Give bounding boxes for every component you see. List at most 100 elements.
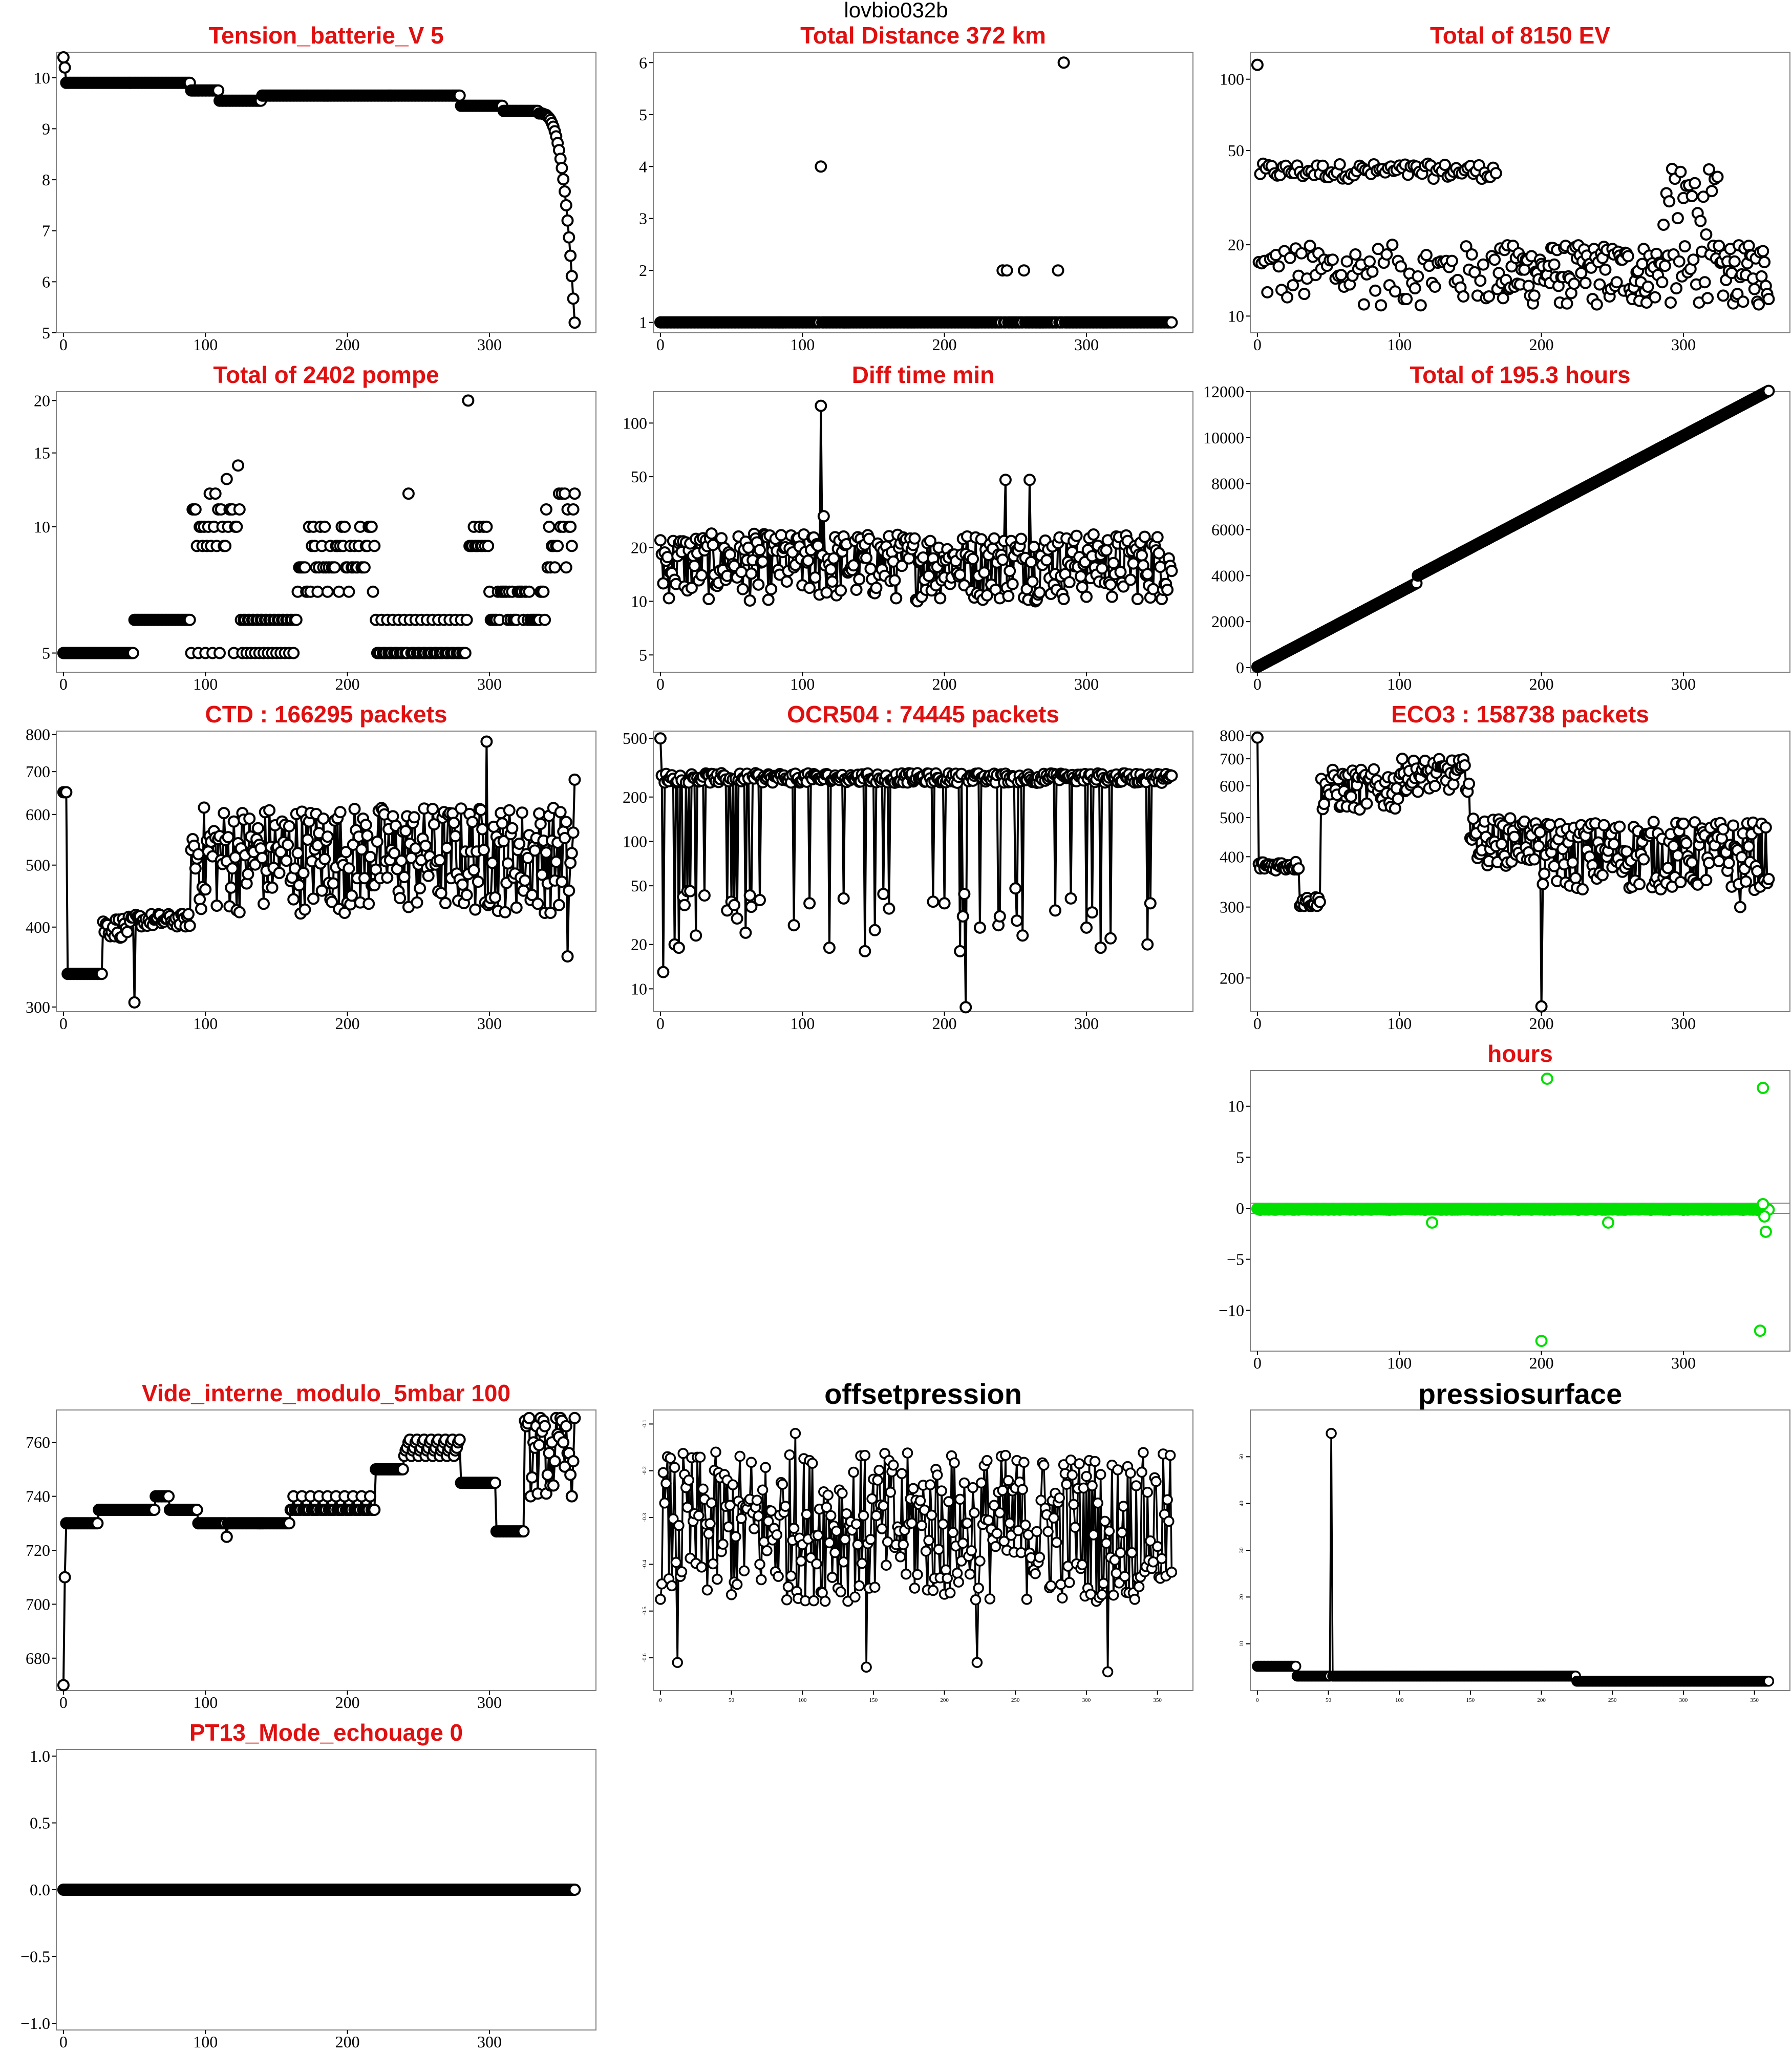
data-point bbox=[1397, 754, 1407, 764]
y-tick-label: 4000 bbox=[1211, 566, 1244, 585]
data-point bbox=[903, 1448, 912, 1458]
data-point bbox=[979, 567, 989, 578]
x-tick-label: 0 bbox=[59, 335, 68, 354]
data-point bbox=[1151, 1477, 1161, 1486]
data-point bbox=[1142, 569, 1153, 579]
data-point bbox=[281, 856, 291, 866]
data-point bbox=[745, 595, 755, 606]
data-point bbox=[365, 1491, 375, 1502]
data-point bbox=[259, 899, 269, 909]
data-point bbox=[1381, 249, 1392, 260]
data-point bbox=[541, 847, 551, 858]
data-point bbox=[1125, 575, 1136, 585]
data-point bbox=[558, 174, 568, 184]
data-point bbox=[568, 1456, 579, 1466]
data-point bbox=[882, 1561, 891, 1570]
data-point bbox=[736, 567, 746, 577]
data-point bbox=[989, 533, 999, 544]
data-point bbox=[975, 1556, 985, 1566]
x-tick-label: 100 bbox=[798, 1697, 807, 1703]
data-point bbox=[974, 1584, 983, 1593]
data-point bbox=[1096, 943, 1106, 953]
data-point bbox=[809, 1596, 818, 1606]
data-point bbox=[776, 530, 786, 540]
data-point bbox=[1107, 592, 1117, 602]
chart-title: Total Distance 372 km bbox=[800, 22, 1046, 49]
data-point bbox=[959, 1479, 969, 1488]
data-point bbox=[658, 579, 668, 589]
y-tick-label: −5 bbox=[1227, 1250, 1244, 1269]
data-point bbox=[698, 1484, 708, 1493]
data-point bbox=[563, 951, 573, 961]
data-point bbox=[567, 848, 577, 858]
data-point bbox=[872, 1511, 881, 1520]
data-point bbox=[816, 161, 826, 172]
data-point bbox=[778, 1480, 787, 1489]
data-point bbox=[703, 594, 714, 604]
chart-title: hours bbox=[1487, 1040, 1553, 1067]
data-point bbox=[1533, 841, 1544, 851]
data-point bbox=[536, 819, 546, 829]
y-tick-label: 7 bbox=[42, 222, 50, 240]
y-tick-label: 700 bbox=[1220, 750, 1244, 768]
data-point bbox=[1285, 253, 1295, 263]
data-point bbox=[319, 854, 330, 864]
data-point bbox=[1755, 1326, 1765, 1336]
data-point bbox=[967, 1546, 976, 1555]
x-tick-label: 200 bbox=[335, 1014, 360, 1033]
data-point bbox=[1448, 779, 1459, 789]
data-point bbox=[958, 911, 968, 922]
data-point bbox=[853, 1540, 862, 1549]
data-point bbox=[918, 552, 928, 563]
data-point bbox=[560, 186, 570, 197]
data-point bbox=[1549, 260, 1560, 270]
y-tick-label: 9 bbox=[42, 119, 50, 138]
data-point bbox=[233, 460, 243, 471]
y-tick-label: 720 bbox=[26, 1541, 50, 1559]
x-tick-label: 200 bbox=[335, 675, 360, 693]
data-point bbox=[1649, 817, 1659, 827]
data-point bbox=[1059, 594, 1069, 604]
data-point bbox=[907, 1519, 916, 1528]
y-tick-label: 10 bbox=[1239, 1641, 1245, 1647]
data-point bbox=[890, 575, 900, 586]
data-point bbox=[561, 200, 571, 210]
data-point bbox=[396, 856, 407, 866]
data-point bbox=[735, 1451, 744, 1461]
data-point bbox=[958, 1538, 968, 1548]
data-point bbox=[229, 817, 239, 827]
data-point bbox=[1155, 562, 1165, 572]
data-point bbox=[220, 541, 230, 551]
data-point bbox=[1491, 168, 1501, 178]
data-point bbox=[1096, 1470, 1105, 1479]
data-point bbox=[937, 1486, 946, 1495]
data-point bbox=[367, 522, 377, 532]
data-point bbox=[335, 807, 346, 817]
data-point bbox=[1078, 1560, 1087, 1569]
data-point bbox=[791, 1429, 800, 1438]
y-tick-label: 6000 bbox=[1211, 521, 1244, 539]
data-point bbox=[455, 1435, 465, 1445]
data-point bbox=[130, 997, 140, 1008]
data-point bbox=[828, 1573, 837, 1582]
data-point bbox=[991, 1542, 1000, 1551]
data-point bbox=[724, 1522, 733, 1531]
data-point bbox=[561, 1421, 571, 1431]
data-point bbox=[975, 923, 985, 933]
data-point bbox=[1000, 475, 1011, 485]
data-point bbox=[830, 1548, 840, 1557]
data-point bbox=[344, 863, 354, 873]
data-point bbox=[870, 1583, 880, 1592]
x-tick-label: 200 bbox=[940, 1697, 949, 1703]
data-point bbox=[745, 890, 755, 901]
data-point bbox=[1005, 566, 1015, 576]
x-tick-label: 0 bbox=[1253, 675, 1262, 693]
y-tick-label: -0.2 bbox=[642, 1466, 648, 1475]
data-point bbox=[1581, 278, 1591, 288]
data-point bbox=[567, 1491, 577, 1502]
data-point bbox=[339, 522, 350, 532]
